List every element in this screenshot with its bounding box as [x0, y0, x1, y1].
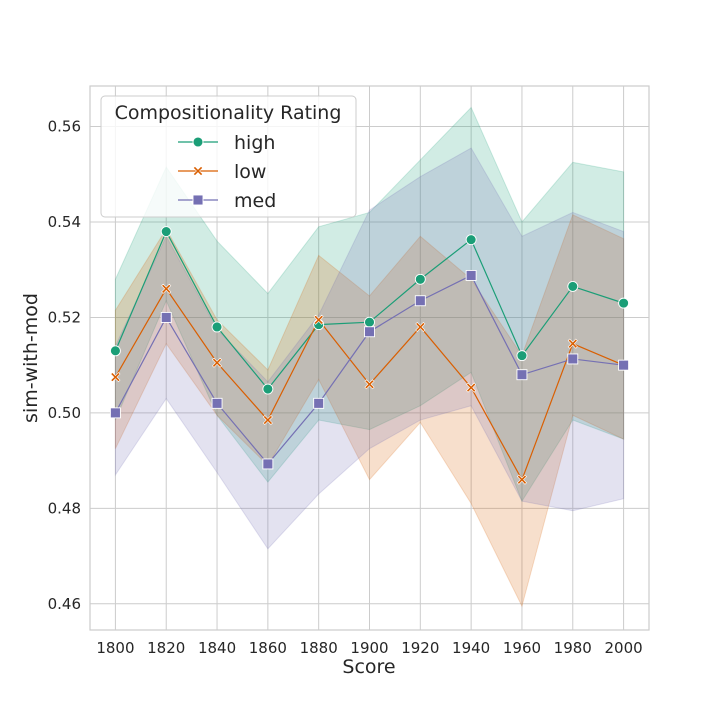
x-tick-labels: 1800 1820 1840 1860 1880 1900 1920 1940 1960 1980… — [96, 639, 642, 657]
data-point-low — [364, 379, 375, 390]
y-axis-label: sim-with-mod — [20, 293, 42, 423]
x-axis-label: Score — [342, 656, 395, 678]
data-point-med — [262, 458, 274, 470]
confidence-band-high — [114, 106, 625, 503]
legend-title: Compositionality Rating — [115, 102, 342, 124]
confidence-band-low — [114, 214, 625, 608]
data-point-high — [618, 297, 630, 309]
x-tick-label: 2000 — [604, 639, 642, 657]
confidence-bands — [114, 106, 625, 608]
data-point-med — [364, 326, 375, 338]
data-point-low — [313, 314, 324, 325]
legend-label-med: med — [234, 190, 276, 212]
data-point-med — [109, 407, 121, 419]
data-point-med — [465, 269, 477, 281]
data-point-low — [516, 474, 527, 485]
legend-marker-high — [192, 136, 204, 148]
x-tick-label: 1880 — [300, 639, 338, 657]
y-tick-label: 0.54 — [48, 213, 81, 231]
data-point-low — [262, 415, 273, 426]
data-point-high — [262, 383, 274, 395]
data-point-med — [414, 295, 426, 307]
x-tick-label: 1800 — [96, 639, 134, 657]
legend-marker-low — [192, 165, 204, 177]
x-tick-label: 1920 — [401, 639, 439, 657]
x-tick-label: 1820 — [147, 639, 185, 657]
y-tick-label: 0.56 — [48, 118, 81, 136]
data-point-high — [211, 321, 223, 333]
data-point-high — [567, 280, 579, 292]
data-point-med — [516, 369, 528, 381]
y-tick-labels: 0.46 0.48 0.50 0.52 0.54 0.56 — [48, 118, 81, 613]
x-tick-label: 1900 — [350, 639, 388, 657]
legend-marker-med — [192, 194, 204, 206]
data-point-high — [516, 350, 528, 362]
data-point-high — [364, 316, 375, 328]
legend-frame — [100, 95, 357, 218]
data-point-med — [567, 353, 579, 365]
data-point-low — [110, 372, 121, 383]
confidence-band-med — [114, 147, 625, 550]
legend-label-low: low — [234, 161, 266, 183]
legend: Compositionality Rating high low med — [100, 95, 357, 218]
y-tick-label: 0.50 — [48, 404, 81, 422]
x-tick-label: 1860 — [249, 639, 287, 657]
x-tick-label: 1940 — [452, 639, 490, 657]
data-point-med — [618, 359, 630, 371]
plot-frame — [89, 85, 650, 631]
legend-label-high: high — [234, 132, 275, 154]
y-tick-label: 0.48 — [48, 499, 81, 517]
legend-entries: high low med — [178, 132, 276, 212]
y-tick-label: 0.46 — [48, 595, 81, 613]
data-point-med — [160, 311, 172, 323]
data-point-high — [160, 226, 172, 237]
data-point-med — [211, 397, 223, 409]
x-tick-label: 1960 — [503, 639, 541, 657]
data-point-med — [313, 397, 325, 409]
data-point-high — [414, 273, 426, 285]
data-point-low — [466, 382, 477, 393]
legend-entry-med: med — [178, 190, 276, 212]
data-point-low — [161, 283, 172, 294]
x-tick-label: 1840 — [198, 639, 236, 657]
data-point-high — [465, 234, 477, 246]
data-point-low — [415, 321, 426, 333]
x-tick-label: 1980 — [554, 639, 592, 657]
data-point-high — [109, 345, 121, 357]
series-markers — [109, 226, 630, 485]
data-point-low — [567, 338, 578, 349]
data-point-low — [212, 357, 223, 368]
legend-entry-low: low — [178, 161, 266, 183]
y-tick-label: 0.52 — [48, 308, 81, 326]
legend-entry-high: high — [178, 132, 275, 154]
